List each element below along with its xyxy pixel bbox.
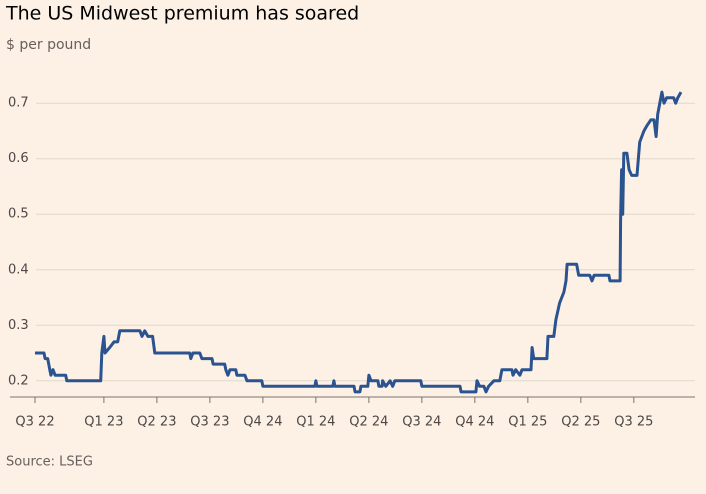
- y-tick-label: 0.6: [8, 151, 29, 166]
- x-tick-label: Q1 24: [296, 415, 335, 430]
- y-tick-label: 0.2: [8, 373, 29, 388]
- source: Source: LSEG: [6, 455, 93, 470]
- subtitle: $ per pound: [6, 37, 91, 53]
- x-tick-label: Q3 22: [15, 415, 54, 430]
- x-tick-label: Q2 23: [137, 415, 176, 430]
- x-tick-label: Q1 25: [508, 415, 547, 430]
- chart-title: The US Midwest premium has soared: [5, 3, 359, 25]
- x-tick-label: Q3 24: [402, 415, 441, 430]
- y-tick-label: 0.7: [8, 96, 29, 111]
- x-tick-label: Q2 24: [349, 415, 388, 430]
- x-tick-label: Q2 25: [561, 415, 600, 430]
- y-tick-label: 0.5: [8, 207, 29, 222]
- x-tick-label: Q3 23: [190, 415, 229, 430]
- x-tick-label: Q1 23: [84, 415, 123, 430]
- price-line: [35, 90, 683, 394]
- y-tick-label: 0.4: [8, 262, 29, 277]
- x-tick-label: Q4 24: [243, 415, 282, 430]
- x-tick-label: Q3 25: [614, 415, 653, 430]
- y-tick-label: 0.3: [8, 318, 29, 333]
- x-tick-label: Q4 24: [455, 415, 494, 430]
